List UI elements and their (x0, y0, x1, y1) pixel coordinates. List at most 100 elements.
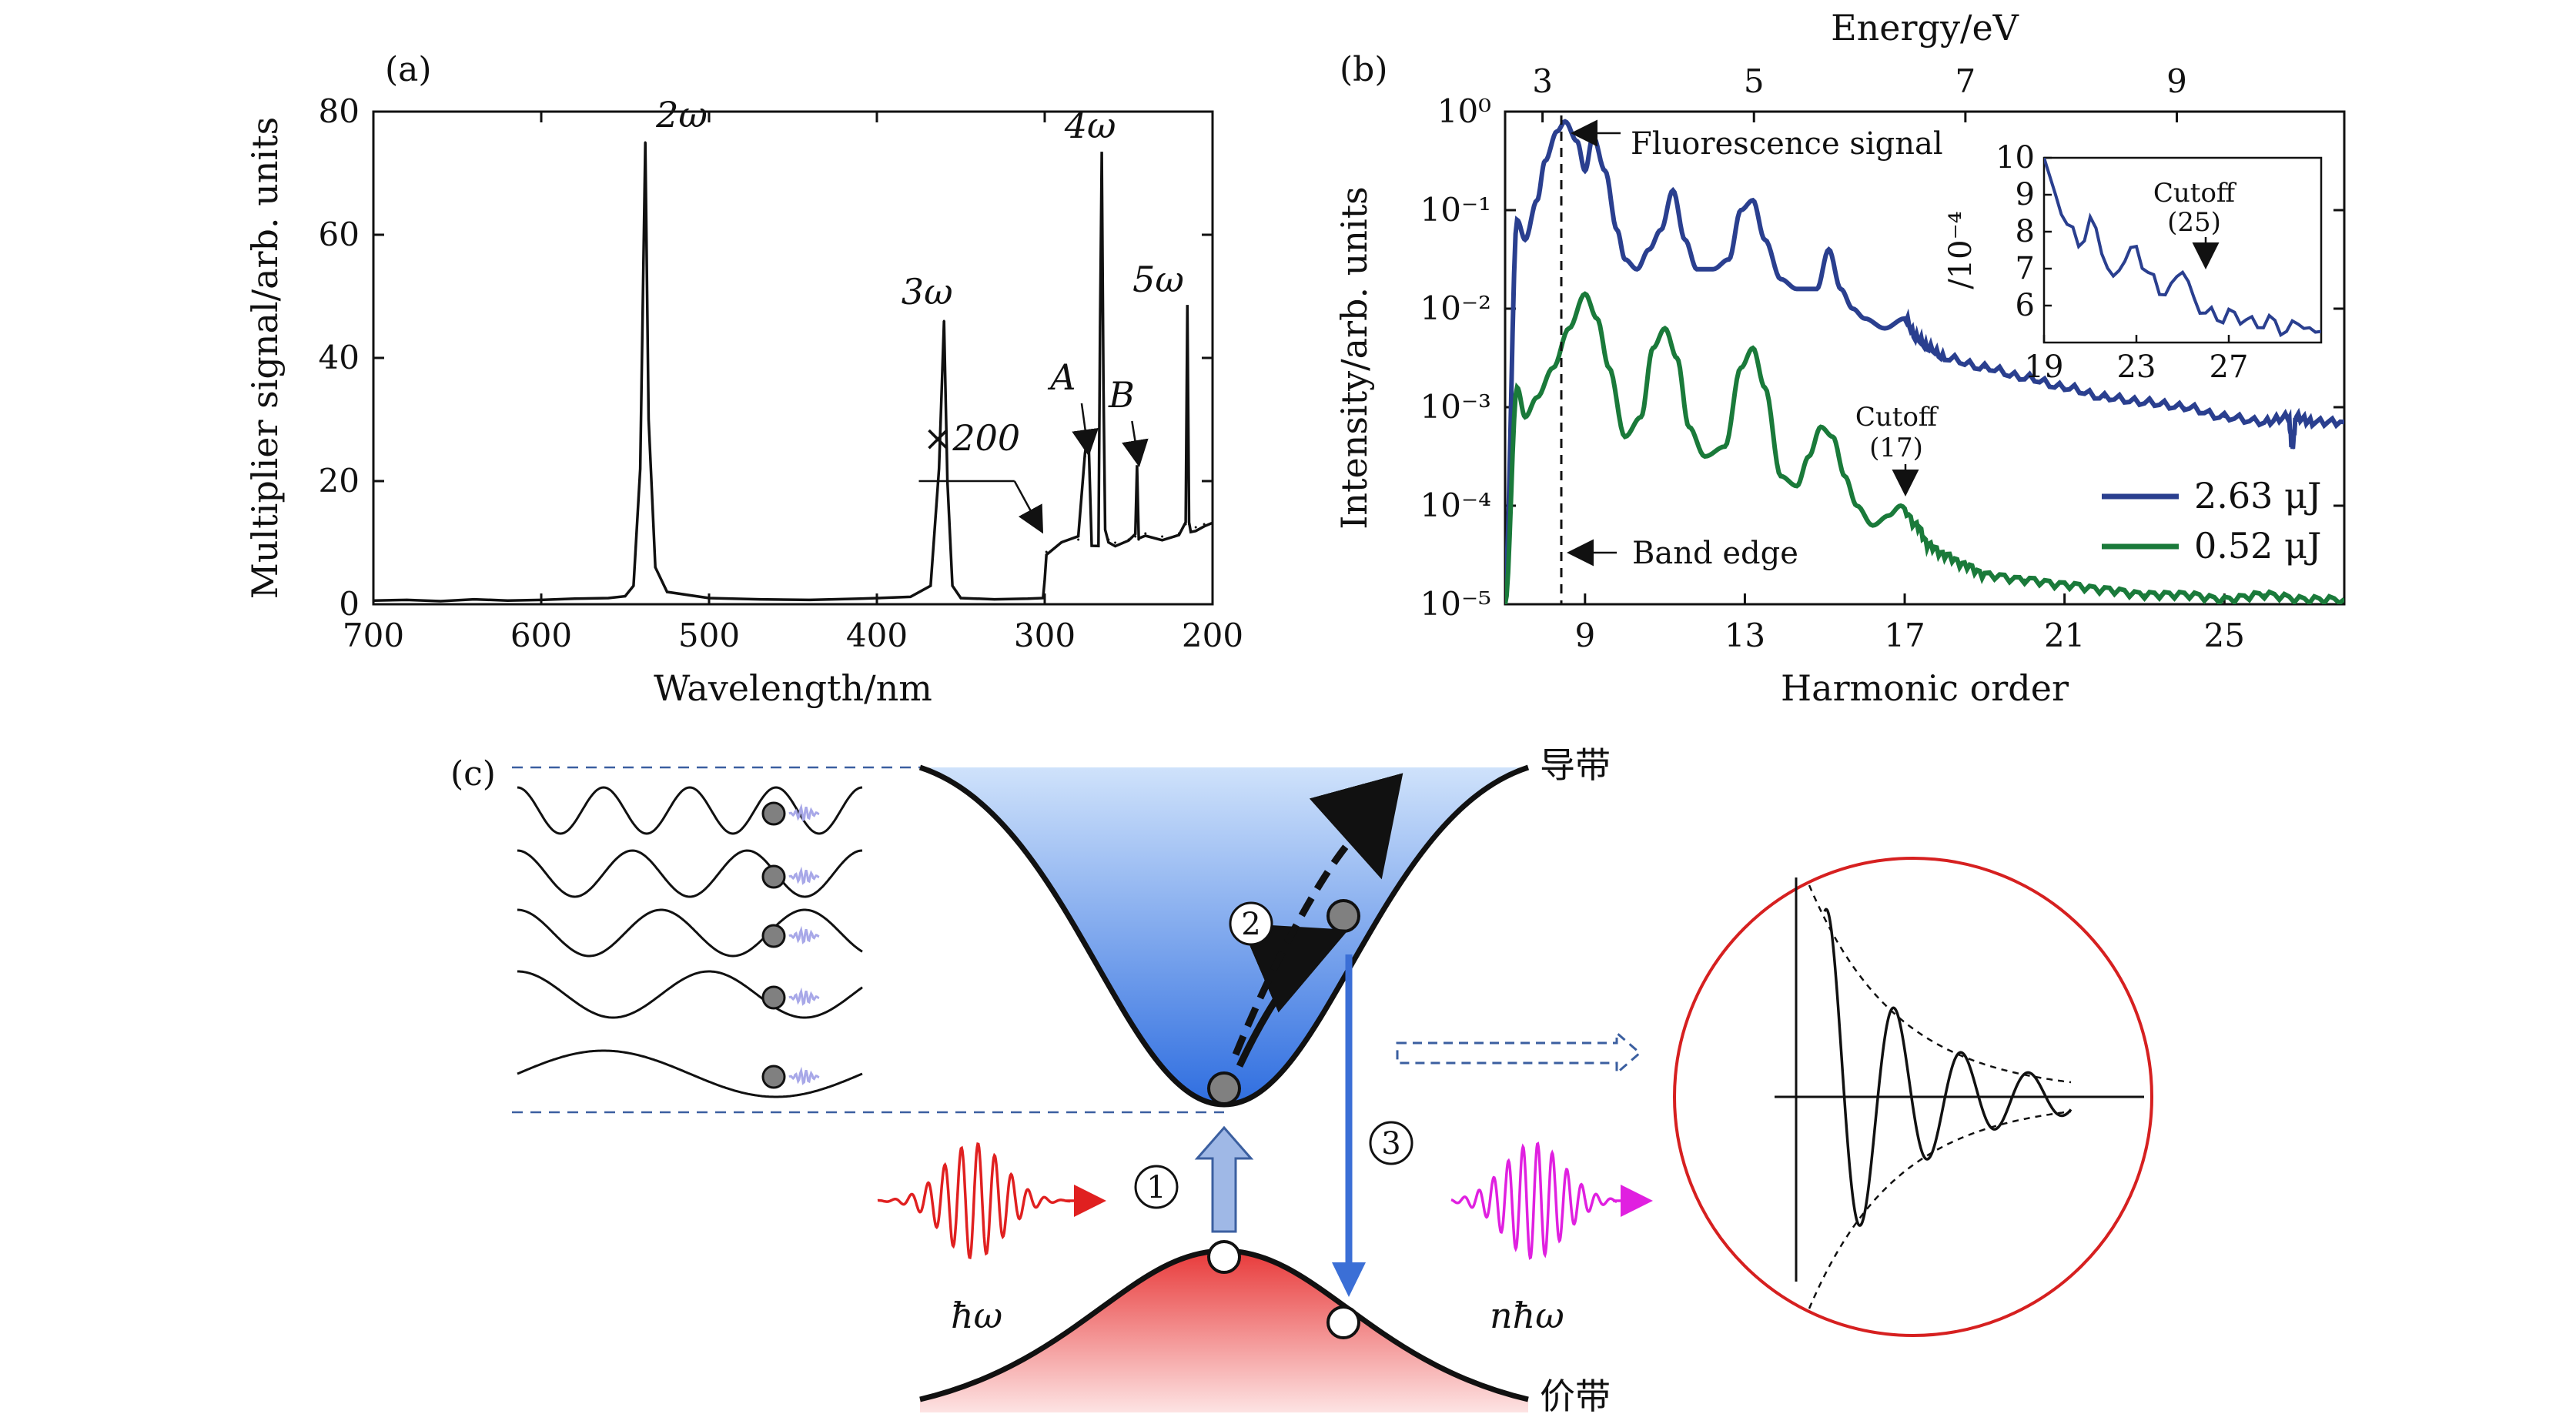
panel-a-label: (a) (385, 50, 432, 89)
b-xtick-label: 13 (1725, 617, 1765, 654)
a-xtick-label: 600 (510, 617, 572, 654)
inset-ytick-label: 7 (2016, 251, 2035, 286)
panel-c: (c) 导带 价带 1 2 3 ħω (450, 744, 2153, 1417)
a-annotation: A (1047, 356, 1076, 398)
b-x2tick-label: 5 (1744, 62, 1765, 100)
wave-line (517, 786, 863, 835)
a-point (473, 598, 476, 601)
a-point (1203, 523, 1206, 526)
b-point-0 (1927, 346, 1930, 349)
b-x2tick-label: 7 (1955, 62, 1975, 100)
b-point-1 (1843, 475, 1846, 478)
a-annotation: 2ω (655, 94, 708, 135)
b-ytick-label: 10⁰ (1437, 92, 1491, 130)
inset-xtick-label: 27 (2210, 349, 2249, 385)
b-point-0 (1516, 219, 1519, 222)
b-point-0 (1751, 199, 1755, 202)
electron-bottom (1207, 1071, 1241, 1105)
accel-solid-arrow (1236, 923, 1349, 1068)
panel-c-label: (c) (450, 754, 496, 794)
a-point (938, 467, 941, 470)
a-annotation: 3ω (902, 271, 953, 313)
inset-frame (2042, 156, 2323, 344)
wave-electron (761, 1065, 786, 1089)
b-point-1 (1536, 396, 1539, 399)
b-point-1 (1795, 484, 1798, 487)
inset-ytick-label: 9 (2016, 177, 2035, 212)
cutoff17-order: (17) (1869, 433, 1923, 463)
panel-b: (b) 9 13 17 21 25 3 5 7 9 10⁰ 10⁻¹ 10⁻² 10⁻³ 10⁻⁴ 10⁻⁵… (1333, 7, 2346, 709)
panel-a-ylabel: Multiplier signal/arb. units (244, 117, 286, 600)
b-point-1 (2303, 598, 2306, 601)
b-point-1 (1832, 435, 1835, 438)
b-point-1 (1899, 504, 1902, 507)
b-point-1 (1551, 366, 1554, 369)
a-point (1194, 526, 1197, 529)
b-point-0 (1943, 356, 1946, 359)
b-point-0 (1635, 268, 1638, 271)
b-point-1 (2343, 598, 2344, 601)
a-point (1184, 523, 1187, 526)
legend-label-2.63: 2.63 μJ (2194, 475, 2321, 516)
b-point-1 (1505, 603, 1507, 604)
a-point (929, 584, 932, 587)
b-point-1 (1983, 573, 1986, 577)
a-point (644, 141, 647, 144)
a-point (909, 595, 912, 598)
b-point-1 (2223, 598, 2226, 601)
b-point-0 (1564, 120, 1567, 123)
b-point-1 (1595, 317, 1598, 320)
a-point (1211, 523, 1213, 526)
b-point-1 (2143, 593, 2146, 596)
wave-electron (761, 864, 786, 889)
a-arrow-x200 (1013, 480, 1044, 534)
panel-b-ylabel: Intensity/arb. units (1333, 186, 1375, 530)
wave-stack (517, 786, 863, 1098)
b-point-0 (1815, 287, 1818, 290)
a-point (1100, 153, 1103, 156)
b-point-1 (1516, 386, 1519, 389)
a-point (808, 598, 811, 601)
b-point-0 (2143, 401, 2146, 404)
wave-emission (788, 1066, 820, 1085)
b-point-0 (1544, 159, 1547, 162)
a-ytick-label: 0 (339, 585, 360, 623)
b-point-0 (1671, 189, 1674, 192)
b-point-1 (1887, 514, 1890, 517)
b-ytick-label: 10⁻³ (1420, 388, 1491, 426)
step-2-badge (1229, 901, 1273, 946)
a-point (607, 597, 610, 600)
b-point-1 (1723, 445, 1726, 448)
a-point (373, 599, 375, 602)
wave-emission (788, 925, 820, 944)
a-point (1161, 535, 1164, 538)
a-point (639, 467, 642, 470)
accel-dashed-arrow (1232, 773, 1403, 1056)
b-point-1 (1524, 416, 1527, 419)
b-point-1 (1763, 386, 1766, 389)
conduction-band-label: 导带 (1540, 744, 1611, 786)
wave-emission (788, 866, 820, 885)
hole-right (1326, 1305, 1360, 1339)
a-annotation: B (1108, 374, 1135, 416)
a-ytick-label: 60 (319, 216, 360, 253)
b-point-1 (1819, 426, 1822, 429)
b-point-0 (1827, 248, 1830, 251)
panel-b-frame (1504, 110, 2346, 606)
wave-line (517, 1049, 863, 1098)
step-1-badge (1134, 1165, 1179, 1209)
b-point-0 (1983, 366, 1986, 369)
a-point (1043, 578, 1046, 581)
wave-electron (761, 924, 786, 948)
wave-electron (761, 985, 786, 1010)
b-xtick-label: 9 (1574, 617, 1595, 654)
a-point (993, 598, 996, 601)
a-arrow-A (1072, 403, 1099, 456)
b-point-0 (1763, 238, 1766, 241)
a-point (1137, 538, 1140, 541)
a-point (647, 418, 651, 421)
a-point (1134, 535, 1137, 538)
b-point-1 (1943, 553, 1946, 557)
a-point (624, 595, 627, 598)
